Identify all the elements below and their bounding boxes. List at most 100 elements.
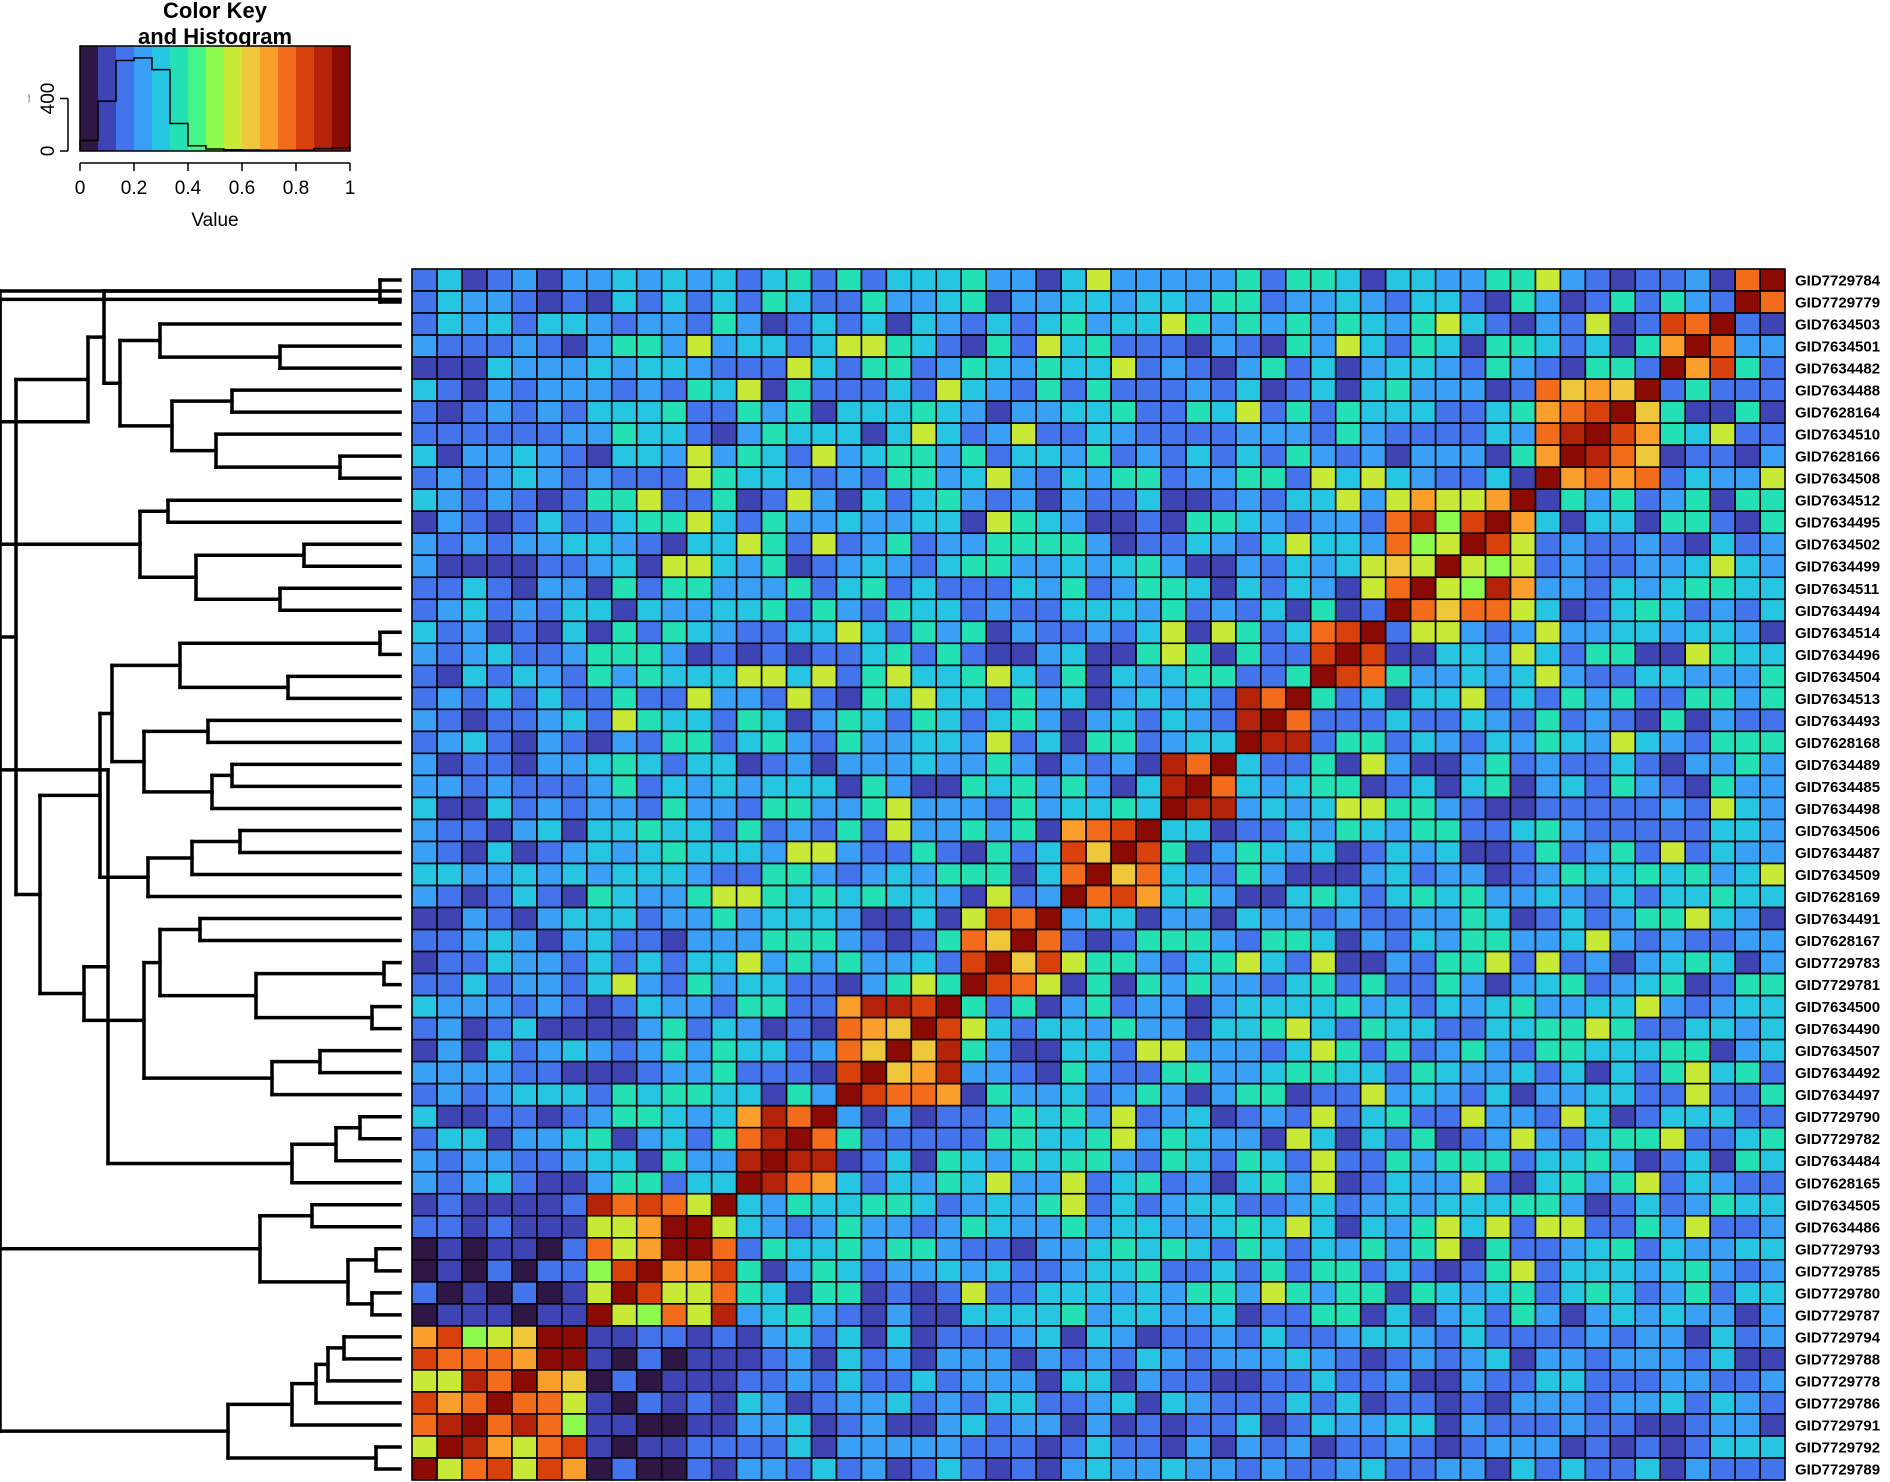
heatmap-cell [885, 862, 913, 887]
heatmap-cell [1709, 532, 1736, 557]
heatmap-cell [1060, 862, 1087, 887]
heatmap-cell [985, 862, 1012, 887]
heatmap-cell [785, 1325, 813, 1349]
heatmap-cell [635, 1413, 663, 1437]
heatmap-cell [560, 598, 588, 623]
heatmap-cell [910, 1369, 938, 1393]
heatmap-cell [1259, 510, 1287, 535]
heatmap-cell [735, 1325, 763, 1349]
heatmap-cell [1384, 1148, 1412, 1173]
heatmap-cell [785, 576, 813, 601]
heatmap-cell [660, 1457, 688, 1481]
heatmap-cell [1359, 1148, 1387, 1173]
heatmap-cell [461, 356, 488, 380]
heatmap-cell [910, 686, 938, 711]
heatmap-cell [1060, 488, 1087, 513]
heatmap-cell [1010, 334, 1037, 358]
heatmap-cell [1634, 642, 1661, 667]
heatmap-cell [1534, 642, 1562, 667]
heatmap-cell [486, 642, 513, 667]
heatmap-cell [710, 290, 738, 314]
heatmap-cell [1484, 1170, 1512, 1195]
heatmap-cell [1609, 334, 1637, 358]
heatmap-cell [486, 730, 513, 755]
heatmap-cell [1359, 1347, 1387, 1371]
heatmap-cell [1559, 488, 1587, 513]
heatmap-cell [635, 554, 663, 579]
heatmap-cell [1759, 466, 1786, 490]
heatmap-cell [1210, 400, 1237, 424]
heatmap-cell [1284, 862, 1312, 887]
heatmap-cell [1060, 1457, 1087, 1481]
heatmap-cell [1609, 1016, 1637, 1041]
heatmap-cell [885, 752, 913, 777]
heatmap-cell [1559, 1325, 1587, 1349]
heatmap-cell [760, 774, 788, 799]
heatmap-cell [461, 752, 488, 777]
heatmap-cell [610, 1259, 638, 1283]
heatmap-cell [860, 862, 888, 887]
heatmap-cell [660, 620, 688, 645]
heatmap-cell [461, 884, 488, 909]
heatmap-cell [1559, 598, 1587, 623]
heatmap-cell [1534, 686, 1562, 711]
heatmap-cell [1359, 1413, 1387, 1437]
heatmap-cell [1284, 1038, 1312, 1063]
heatmap-cell [1359, 1391, 1387, 1415]
heatmap-cell [411, 928, 438, 953]
heatmap-cell [1559, 1214, 1587, 1239]
heatmap-cell [1284, 400, 1312, 424]
heatmap-cell [1035, 950, 1062, 975]
heatmap-cell [735, 598, 763, 623]
color-key-title-line-2: and Histogram [138, 24, 292, 49]
heatmap-cell [710, 510, 738, 535]
heatmap-cell [1210, 620, 1237, 645]
heatmap-cell [835, 664, 863, 689]
heatmap-cell [1759, 1347, 1786, 1371]
heatmap-cell [810, 1347, 838, 1371]
heatmap-cell [1684, 444, 1711, 468]
heatmap-cell [1185, 466, 1212, 490]
heatmap-cell [1409, 1148, 1437, 1173]
heatmap-cell [1085, 1413, 1112, 1437]
heatmap-cell [660, 686, 688, 711]
heatmap-cell [760, 1126, 788, 1151]
heatmap-cell [536, 1016, 563, 1041]
heatmap-cell [585, 1237, 613, 1261]
heatmap-cell [1459, 994, 1487, 1019]
heatmap-cell [860, 268, 888, 292]
heatmap-cell [1334, 1060, 1362, 1085]
heatmap-cell [1534, 1347, 1562, 1371]
heatmap-cell [960, 290, 987, 314]
heatmap-cell [1284, 422, 1312, 446]
heatmap-cell [710, 1170, 738, 1195]
heatmap-cell [1734, 1148, 1761, 1173]
heatmap-cell [685, 862, 713, 887]
heatmap-cell [461, 950, 488, 975]
heatmap-cell [660, 862, 688, 887]
row-label: GID7634494 [1795, 603, 1881, 620]
heatmap-cell [1110, 994, 1137, 1019]
heatmap-cell [1060, 1038, 1087, 1063]
heatmap-cell [1284, 1259, 1312, 1283]
heatmap-cell [560, 730, 588, 755]
heatmap-cell [1284, 840, 1312, 865]
heatmap-cell [935, 906, 963, 931]
heatmap-cell [1459, 884, 1487, 909]
heatmap-cell [1384, 994, 1412, 1019]
heatmap-cell [1060, 840, 1087, 865]
heatmap-cell [910, 598, 938, 623]
heatmap-cell [860, 1126, 888, 1151]
row-label: GID7634490 [1795, 1021, 1880, 1038]
heatmap-cell [1309, 356, 1337, 380]
heatmap-cell [486, 1391, 513, 1415]
heatmap-cell [1160, 1060, 1187, 1085]
heatmap-cell [1584, 862, 1612, 887]
heatmap-cell [1309, 598, 1337, 623]
heatmap-cell [1259, 686, 1287, 711]
heatmap-cell [1210, 928, 1237, 953]
heatmap-cell [1235, 730, 1262, 755]
heatmap-cell [1484, 1391, 1512, 1415]
heatmap-cell [1759, 334, 1786, 358]
heatmap-cell [1559, 356, 1587, 380]
